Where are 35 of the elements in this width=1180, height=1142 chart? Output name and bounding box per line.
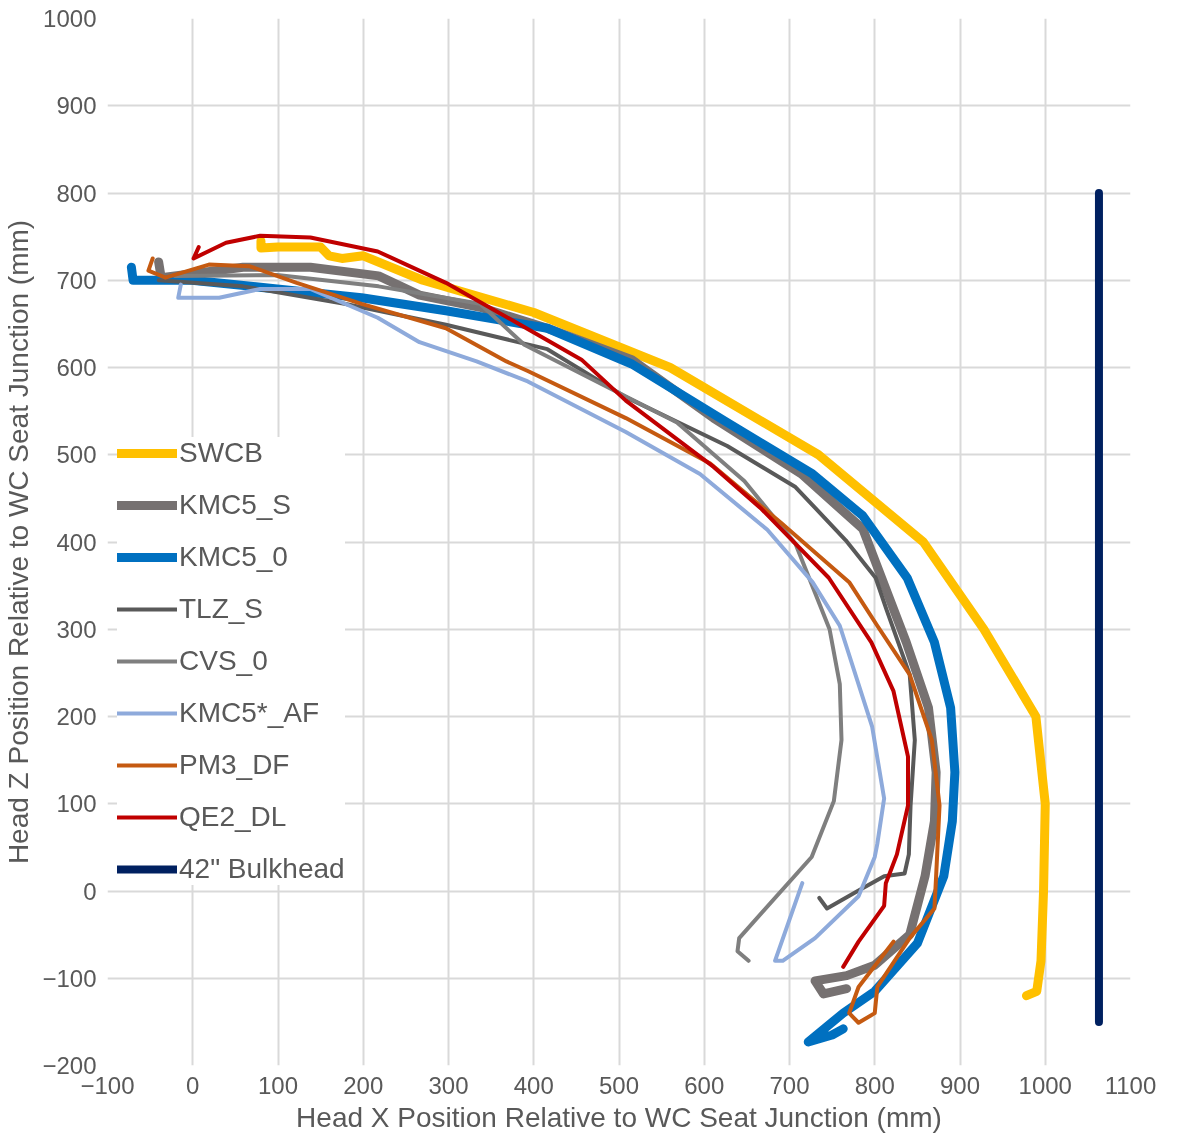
y-tick-label: 300 [56, 615, 97, 643]
x-tick-label: 700 [769, 1071, 810, 1099]
y-tick-label: 400 [56, 528, 97, 556]
legend-label: TLZ_S [179, 593, 264, 625]
y-tick-label: 100 [56, 790, 97, 818]
x-tick-label: 1000 [1018, 1071, 1072, 1099]
y-tick-label: 800 [56, 179, 97, 207]
x-tick-label: 800 [854, 1071, 895, 1099]
y-tick-label: 600 [56, 354, 97, 381]
x-tick-label: 900 [939, 1071, 981, 1099]
x-tick-label: 1100 [1104, 1071, 1157, 1099]
x-tick-label: 100 [257, 1071, 299, 1099]
y-tick-label: 500 [56, 441, 97, 469]
legend-label: KMC5_S [179, 489, 292, 521]
y-axis-title: Head Z Position Relative to WC Seat Junction (mm) [3, 219, 35, 865]
x-tick-label: 400 [513, 1071, 554, 1099]
legend-label: KMC5_0 [179, 541, 288, 573]
legend-label: CVS_0 [179, 645, 268, 677]
y-tick-label: 700 [56, 266, 97, 294]
y-tick-label: 900 [56, 92, 97, 120]
x-tick-label: 300 [428, 1071, 469, 1099]
x-tick-label: 500 [598, 1071, 640, 1099]
x-tick-label: 200 [343, 1071, 384, 1099]
y-tick-label: 1000 [43, 5, 97, 32]
x-tick-label: 600 [684, 1071, 725, 1099]
y-tick-label: −100 [42, 964, 97, 992]
legend-label: KMC5*_AF [179, 697, 320, 729]
legend-label: 42" Bulkhead [179, 853, 345, 885]
y-tick-label: 0 [83, 877, 97, 905]
x-tick-label: 0 [186, 1071, 200, 1099]
legend-label: QE2_DL [179, 801, 287, 833]
legend-label: PM3_DF [179, 749, 290, 781]
y-tick-label: 200 [56, 703, 97, 730]
x-axis-title: Head X Position Relative to WC Seat Junction (mm) [296, 1101, 942, 1133]
legend-label: SWCB [179, 437, 263, 469]
